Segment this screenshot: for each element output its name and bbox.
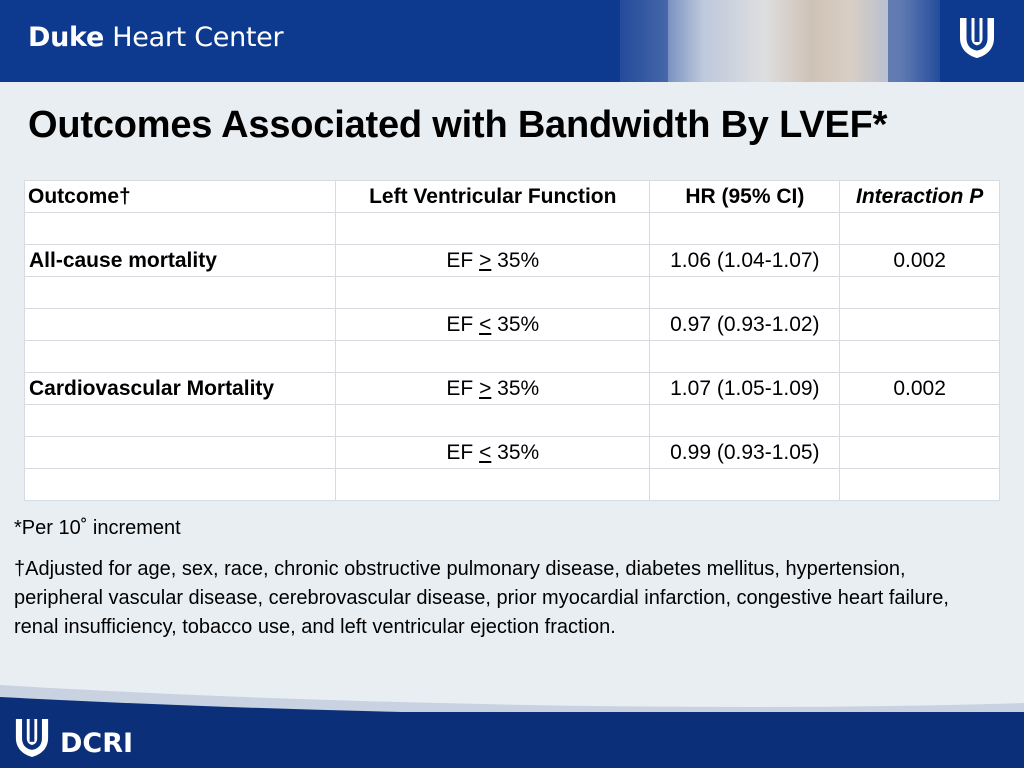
cell-interaction-p (839, 212, 1000, 245)
table-row (23, 468, 1000, 501)
cell-left-ventricular-function: EF > 35% (335, 244, 651, 277)
header-photo-overlay-right (888, 0, 940, 82)
cell-left-ventricular-function (335, 212, 651, 245)
brand-name: Duke Heart Center (28, 22, 284, 53)
table-row: EF < 35% 0.97 (0.93-1.02) (23, 308, 1000, 341)
cell-outcome (23, 212, 337, 245)
cell-outcome: All-cause mortality (23, 244, 337, 277)
cell-left-ventricular-function: EF < 35% (335, 436, 651, 469)
lvf-op: > (479, 376, 492, 400)
cell-left-ventricular-function (335, 340, 651, 373)
cell-outcome (23, 340, 337, 373)
cell-outcome (23, 308, 337, 341)
lvf-prefix: EF (446, 312, 480, 336)
lvf-prefix: EF (446, 376, 480, 400)
cell-interaction-p (839, 436, 1000, 469)
lvf-op: < (479, 312, 492, 336)
cell-left-ventricular-function: EF < 35% (335, 308, 651, 341)
cell-interaction-p (839, 468, 1000, 501)
table-row: All-cause mortality EF > 35% 1.06 (1.04-1.… (23, 244, 1000, 277)
cell-hr-ci (649, 276, 841, 309)
cell-left-ventricular-function: EF > 35% (335, 372, 651, 405)
cell-hr-ci (649, 468, 841, 501)
cell-hr-ci: 1.06 (1.04-1.07) (649, 244, 841, 277)
cell-outcome (23, 404, 337, 437)
cell-interaction-p (839, 404, 1000, 437)
cell-interaction-p: 0.002 (839, 372, 1000, 405)
header-interaction-p: Interaction P (839, 180, 1000, 213)
cell-interaction-p (839, 308, 1000, 341)
lvf-prefix: EF (446, 248, 480, 272)
footnotes: *Per 10˚ increment †Adjusted for age, se… (14, 514, 974, 654)
duke-shield-icon (15, 719, 49, 757)
lvf-op: > (479, 248, 492, 272)
table-row: Cardiovascular Mortality EF > 35% 1.07 (1.… (23, 372, 1000, 405)
table-body: All-cause mortality EF > 35% 1.06 (1.04-1.… (23, 212, 1000, 501)
table-row (23, 276, 1000, 309)
cell-interaction-p (839, 276, 1000, 309)
lvf-op: < (479, 440, 492, 464)
header-outcome: Outcome† (23, 180, 337, 213)
outcomes-table: Outcome† Left Ventricular Function HR (9… (23, 180, 1000, 501)
brand-name-bold: Duke (28, 22, 104, 53)
cell-interaction-p (839, 340, 1000, 373)
table-row (23, 404, 1000, 437)
cell-hr-ci (649, 404, 841, 437)
brand-name-rest: Heart Center (112, 22, 284, 53)
cell-hr-ci: 0.99 (0.93-1.05) (649, 436, 841, 469)
cell-left-ventricular-function (335, 468, 651, 501)
lvf-suffix: 35% (491, 376, 540, 400)
table-row: EF < 35% 0.99 (0.93-1.05) (23, 436, 1000, 469)
cell-outcome (23, 436, 337, 469)
cell-outcome (23, 468, 337, 501)
cell-hr-ci (649, 340, 841, 373)
cell-hr-ci: 0.97 (0.93-1.02) (649, 308, 841, 341)
cell-left-ventricular-function (335, 276, 651, 309)
header-left-ventricular-function: Left Ventricular Function (335, 180, 651, 213)
lvf-prefix: EF (446, 440, 480, 464)
table-row (23, 340, 1000, 373)
header-photo-overlay-left (620, 0, 668, 82)
lvf-suffix: 35% (491, 312, 540, 336)
table-row (23, 212, 1000, 245)
footnote-per-increment: *Per 10˚ increment (14, 517, 181, 539)
header-photo (620, 0, 940, 82)
cell-hr-ci: 1.07 (1.05-1.09) (649, 372, 841, 405)
cell-left-ventricular-function (335, 404, 651, 437)
duke-shield-icon (960, 18, 994, 58)
cell-hr-ci (649, 212, 841, 245)
footer-bar (0, 712, 1024, 768)
footnote-adjusted: †Adjusted for age, sex, race, chronic ob… (14, 558, 949, 638)
footer-org-name: DCRI (60, 728, 134, 759)
lvf-suffix: 35% (491, 248, 540, 272)
cell-outcome (23, 276, 337, 309)
cell-interaction-p: 0.002 (839, 244, 1000, 277)
table-header-row: Outcome† Left Ventricular Function HR (9… (23, 180, 1000, 213)
slide-title: Outcomes Associated with Bandwidth By LV… (28, 104, 888, 146)
cell-outcome: Cardiovascular Mortality (23, 372, 337, 405)
header-hr-ci: HR (95% CI) (649, 180, 841, 213)
lvf-suffix: 35% (491, 440, 540, 464)
